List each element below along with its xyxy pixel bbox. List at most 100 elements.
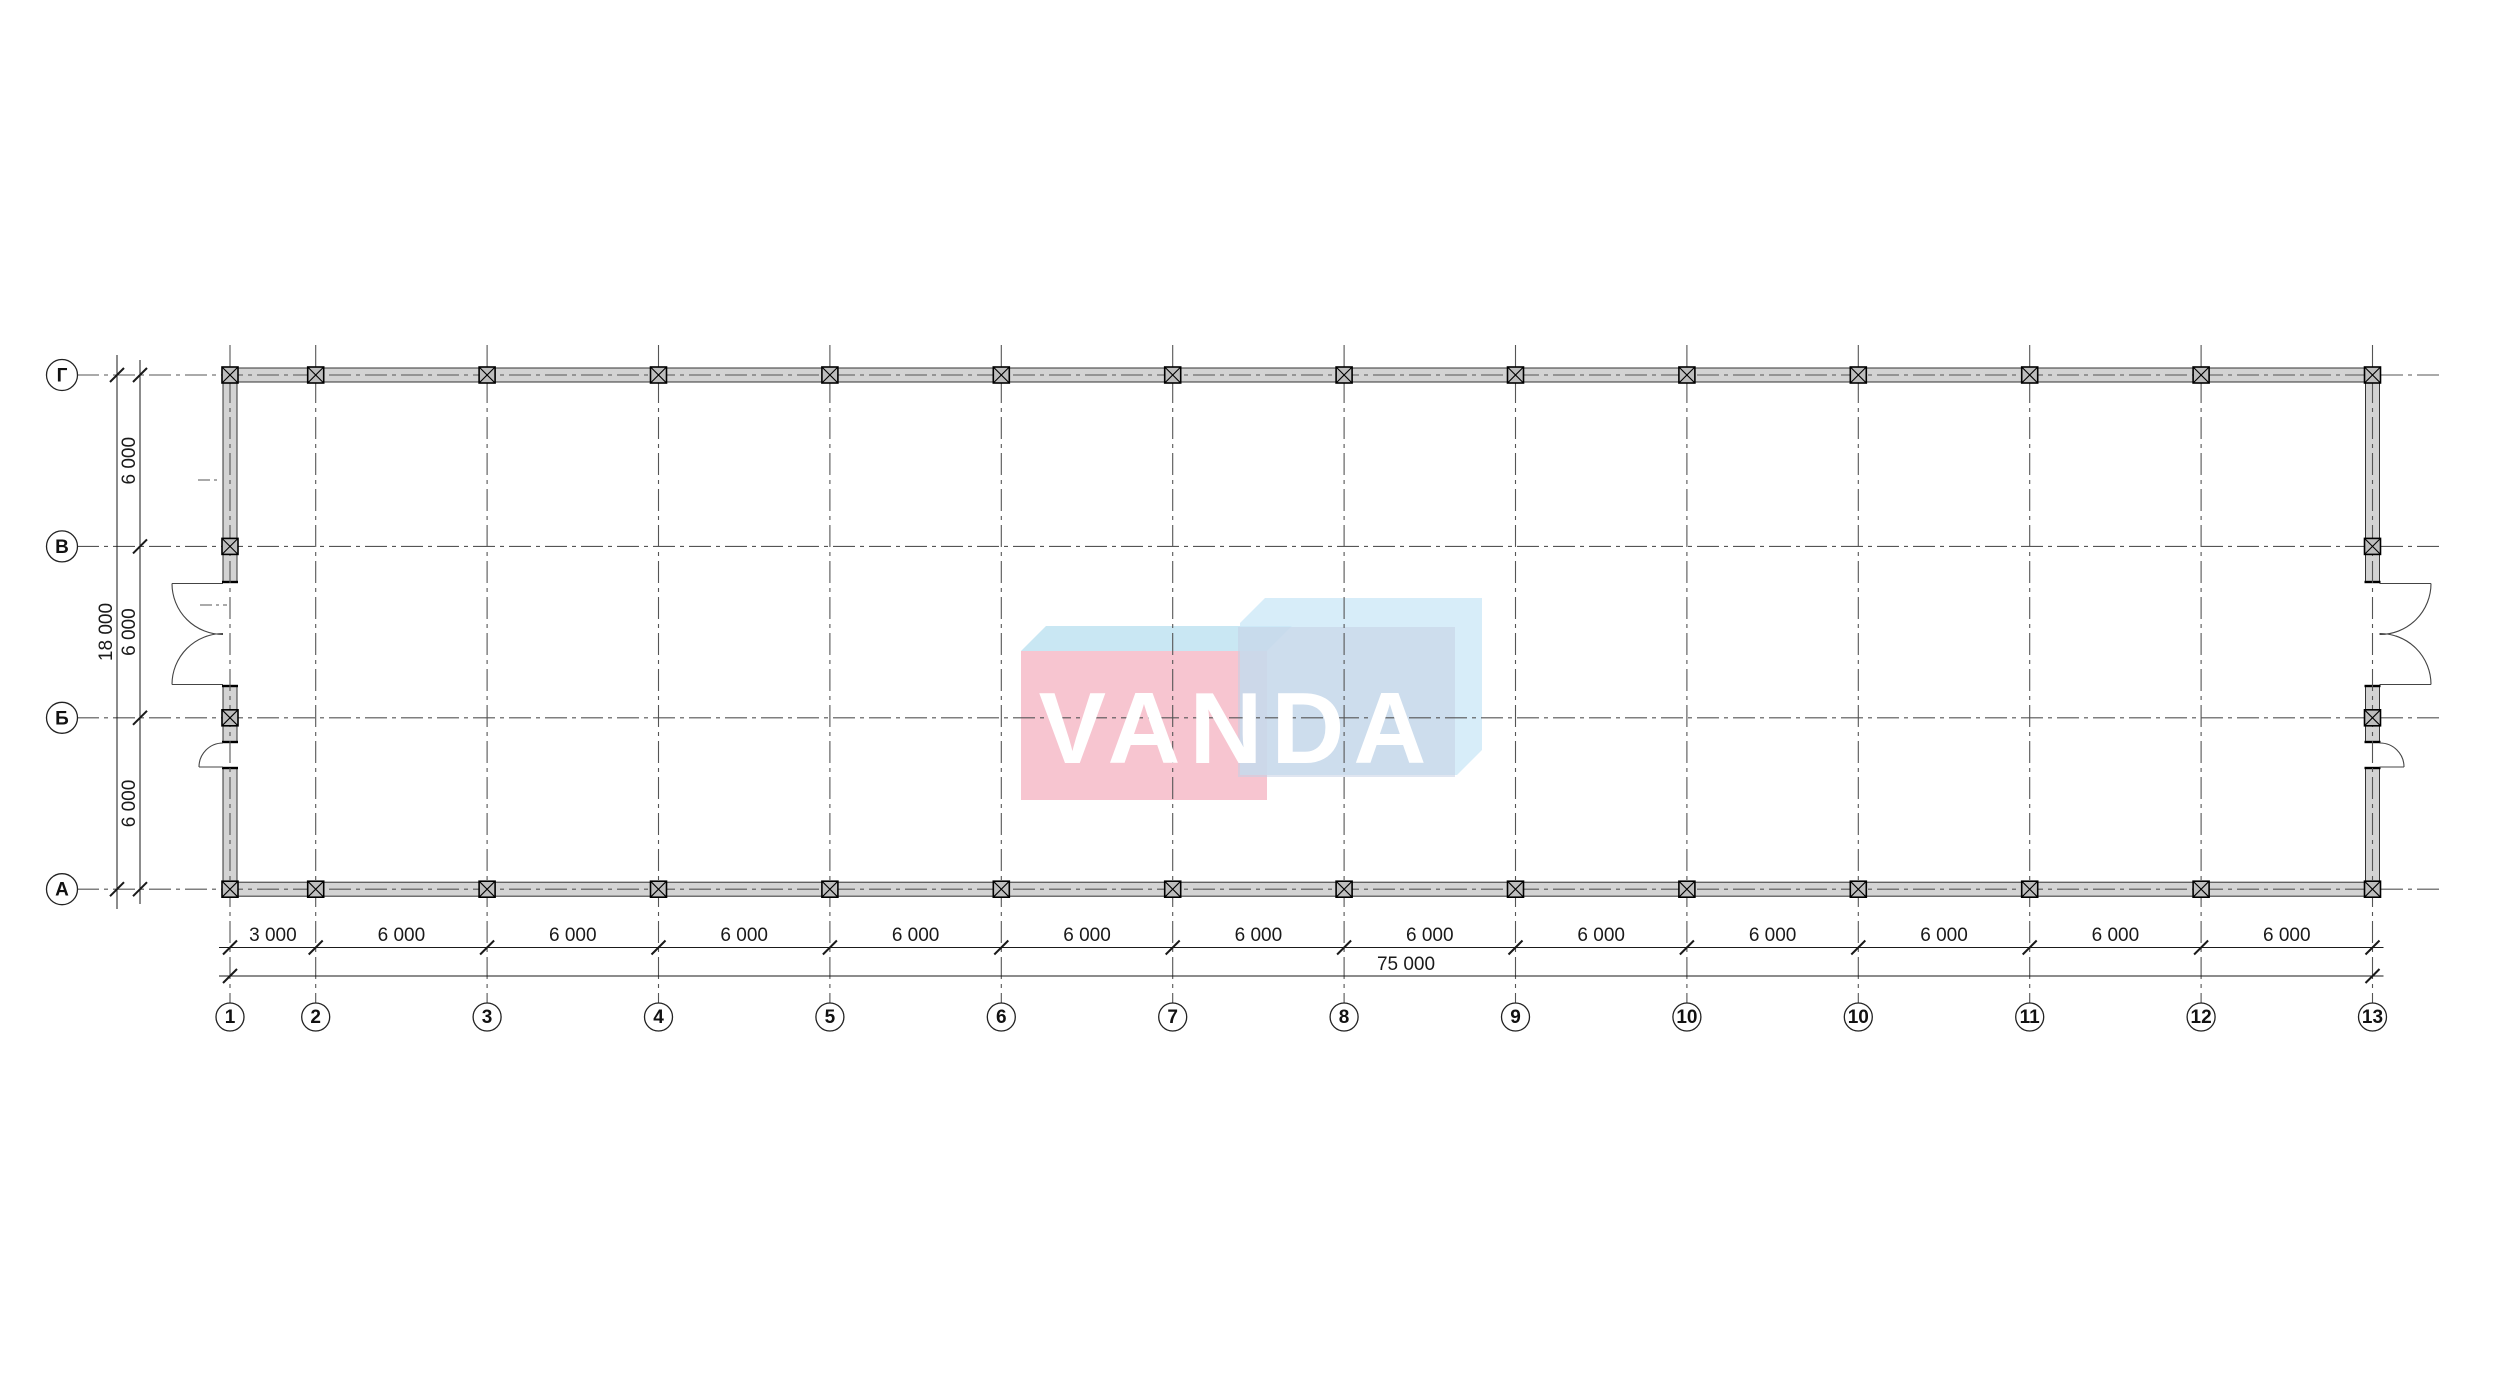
dimension-label: 6 000 [1920,925,1968,946]
column-marker [992,366,1011,384]
dimension-label: 6 000 [720,925,768,946]
dimension-tick [1850,939,1867,956]
door-swing [171,632,224,685]
axis-bubble-label: 2 [310,1007,321,1028]
axis-bubble-label: Г [57,366,68,387]
column-marker [1335,880,1353,899]
structural-columns [221,366,2382,899]
axis-bubble-circle [45,358,79,392]
axis-bubble-label: 1 [225,1007,236,1028]
column-marker [1506,366,1525,384]
dimension-label: 6 000 [119,437,140,485]
column-marker [221,708,239,727]
column-marker [1849,366,1868,384]
column-marker [1163,880,1182,899]
column-marker [1849,880,1868,899]
column-marker [2020,366,2039,384]
axis-bubble-circle [2186,1002,2216,1032]
dimension-tick [2021,939,2038,956]
dimension-tick [109,367,125,383]
dimension-tick [307,939,324,956]
dimension-label: 6 000 [2263,925,2311,946]
axis-bubble-label: А [55,880,69,901]
axis-bubble-label: В [55,537,69,558]
dimension-tick [2193,939,2209,956]
axis-bubble-label: 9 [1510,1007,1521,1028]
axis-bubble-circle [1672,1002,1702,1032]
column-marker [649,366,668,384]
axis-bubble-circle [45,701,79,734]
column-marker [821,366,839,384]
axis-bubble-label: 7 [1167,1007,1178,1028]
axis-bubble-circle [1843,1002,1873,1032]
dimension-tick [132,881,148,897]
axis-bubble-label: 4 [653,1007,664,1028]
column-axis-bubble: 12 [2186,1002,2216,1032]
door-swings [171,582,2432,768]
watermark-red-box-top-face [1021,626,1292,651]
axis-bubble-circle [215,1002,245,1032]
column-marker [2363,537,2382,556]
column-marker [992,880,1011,899]
axis-bubble-label: 6 [996,1007,1007,1028]
column-marker [821,880,839,899]
dimension-label: 6 000 [1406,925,1454,946]
column-marker [2192,366,2210,384]
column-axis-bubble: 10 [1672,1002,1702,1032]
axis-bubble-circle [1329,1002,1359,1032]
dimension-tick [1679,939,1695,956]
axis-bubble-circle [2357,1002,2388,1032]
row-axis-bubble: Б [45,701,79,734]
axis-grid-lines [77,345,2440,1003]
column-marker [649,880,668,899]
column-axis-bubble: 3 [472,1002,502,1032]
axis-bubble-circle [986,1002,1016,1032]
dimension-label: 6 000 [378,925,426,946]
door-swing [2379,742,2405,768]
column-marker [478,880,496,899]
dimension-label: 6 000 [2092,925,2140,946]
dimension-tick [132,710,148,726]
door-swing [2379,583,2432,636]
column-marker [2363,880,2382,899]
column-axis-bubble: 10 [1843,1002,1873,1032]
axis-bubble-label: 10 [1676,1007,1697,1028]
column-marker [221,880,239,899]
door-swing [198,742,224,768]
dimension-label: 3 000 [249,925,297,946]
column-axis-bubble: 6 [986,1002,1016,1032]
row-axis-bubble: В [45,530,79,563]
column-marker [221,366,239,384]
column-axis-bubble: 13 [2357,1002,2388,1032]
column-marker [2363,366,2382,384]
axis-bubble-label: 8 [1339,1007,1350,1028]
axis-bubble-circle [45,530,79,563]
dimension-tick [993,939,1010,956]
dimension-annotations: 75 000 18 000 3 000 6 000 6 000 6 000 6 000 6… [96,355,2384,984]
column-axis-bubble: 8 [1329,1002,1359,1032]
axis-bubble-circle [1500,1002,1531,1032]
row-axis-bubble: Г [45,358,79,392]
dimension-tick [132,367,148,383]
column-marker [2020,880,2039,899]
column-marker [1678,880,1696,899]
dimension-label: 6 000 [892,925,940,946]
bottom-total-dimension-label: 75 000 [1377,954,1435,975]
column-marker [2192,880,2210,899]
watermark-blue-box-front [1238,627,1455,777]
dimension-label: 6 000 [1577,925,1625,946]
column-axis-bubble: 1 [215,1002,245,1032]
axis-bubble-circle [643,1002,674,1032]
dimension-tick [109,881,125,897]
dimension-tick [2364,968,2381,984]
axis-bubble-circle [301,1002,331,1032]
watermark-text: VANDA [1039,673,1436,785]
dimension-tick [2364,939,2381,956]
axis-bubble-label: 10 [1848,1007,1869,1028]
watermark-red-box-front [1021,651,1267,800]
axis-bubble-circle [472,1002,502,1032]
dimension-tick [222,968,238,984]
dimension-tick [822,939,838,956]
